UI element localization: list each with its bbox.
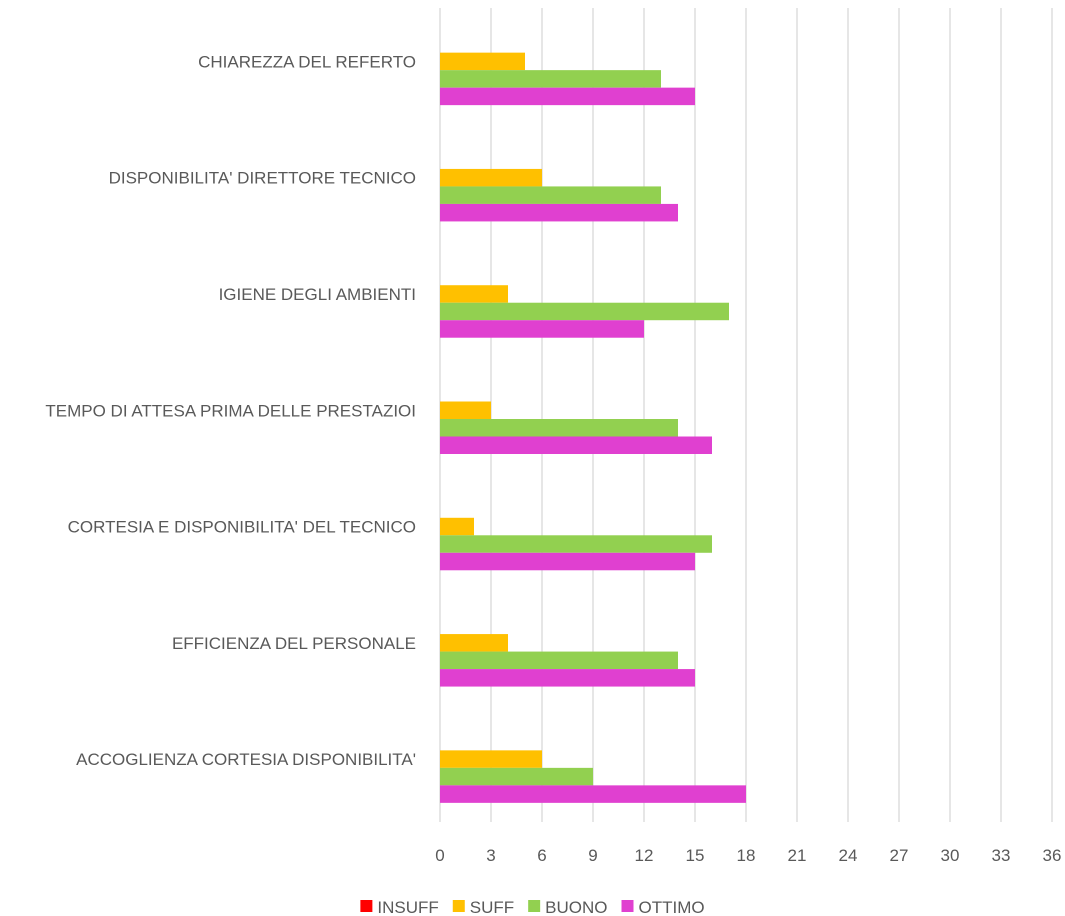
bar-suff-tempo-di-attesa-prima-delle-prestazioi [440,401,491,419]
bar-suff-disponibilita-direttore-tecnico [440,168,542,187]
bar-ottimo-efficienza-del-personale [440,669,695,687]
bar-buono-disponibilita-direttore-tecnico [440,186,661,204]
x-tick-label: 6 [537,846,546,865]
category-label: IGIENE DEGLI AMBIENTI [219,285,416,304]
x-tick-label: 27 [890,846,909,865]
bar-suff-igiene-degli-ambienti [440,285,508,303]
bar-ottimo-tempo-di-attesa-prima-delle-prestazioi [440,436,712,454]
bar-suff-cortesia-e-disponibilita-del-tecnico [440,517,474,536]
legend-swatch-suff [452,900,465,912]
bar-buono-cortesia-e-disponibilita-del-tecnico [440,535,712,553]
legend[interactable]: INSUFF SUFF BUONO OTTIMO [360,898,705,916]
category-label: CORTESIA E DISPONIBILITA' DEL TECNICO [68,518,416,537]
bars [440,52,746,803]
legend-swatch-insuff [360,900,373,912]
x-tick-label: 3 [486,846,495,865]
legend-swatch-ottimo [621,900,634,912]
legend-label-suff: SUFF [470,898,514,916]
x-tick-label: 12 [635,846,654,865]
legend-swatch-buono [528,900,541,912]
category-labels: CHIAREZZA DEL REFERTO DISPONIBILITA' DIRE… [45,52,416,769]
legend-label-buono: BUONO [545,898,607,916]
x-tick-label: 30 [941,846,960,865]
bar-buono-tempo-di-attesa-prima-delle-prestazioi [440,419,678,437]
category-label: DISPONIBILITA' DIRETTORE TECNICO [109,169,416,188]
category-label: CHIAREZZA DEL REFERTO [198,52,416,71]
x-tick-label: 15 [686,846,705,865]
x-tick-label: 9 [588,846,597,865]
x-tick-label: 21 [788,846,807,865]
category-label: EFFICIENZA DEL PERSONALE [172,634,416,653]
x-tick-label: 24 [839,846,858,865]
bar-ottimo-cortesia-e-disponibilita-del-tecnico [440,552,695,571]
bar-ottimo-igiene-degli-ambienti [440,320,644,338]
legend-label-insuff: INSUFF [377,898,438,916]
bar-suff-accoglienza-cortesia-disponibilita [440,750,542,768]
bar-ottimo-accoglienza-cortesia-disponibilita [440,785,746,803]
bar-buono-chiarezza-del-referto [440,70,661,88]
x-tick-label: 0 [435,846,444,865]
legend-label-ottimo: OTTIMO [639,898,705,916]
x-tick-label: 18 [737,846,756,865]
category-label: ACCOGLIENZA CORTESIA DISPONIBILITA' [76,750,416,769]
x-tick-labels: 0 3 6 9 12 15 18 21 24 27 30 33 36 [435,846,1061,865]
bar-suff-efficienza-del-personale [440,634,508,652]
x-tick-label: 33 [992,846,1011,865]
x-tick-label: 36 [1043,846,1062,865]
bar-buono-efficienza-del-personale [440,651,678,670]
category-label: TEMPO DI ATTESA PRIMA DELLE PRESTAZIOI [45,401,416,420]
bar-buono-accoglienza-cortesia-disponibilita [440,767,593,786]
bar-buono-igiene-degli-ambienti [440,302,729,321]
bar-ottimo-disponibilita-direttore-tecnico [440,203,678,222]
bar-suff-chiarezza-del-referto [440,52,525,71]
gridlines [439,8,1053,822]
bar-ottimo-chiarezza-del-referto [440,87,695,106]
